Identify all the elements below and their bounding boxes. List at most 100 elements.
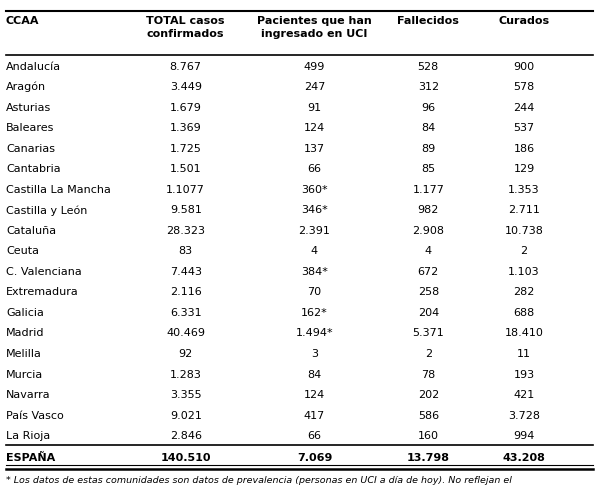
Text: 92: 92 — [179, 348, 193, 358]
Text: 537: 537 — [513, 123, 535, 133]
Text: 346*: 346* — [301, 205, 328, 215]
Text: 3: 3 — [311, 348, 318, 358]
Text: 900: 900 — [513, 61, 535, 71]
Text: 1.501: 1.501 — [170, 164, 201, 174]
Text: Canarias: Canarias — [6, 143, 55, 153]
Text: 994: 994 — [513, 430, 535, 440]
Text: 1.177: 1.177 — [412, 184, 444, 194]
Text: Baleares: Baleares — [6, 123, 55, 133]
Text: Aragón: Aragón — [6, 81, 46, 92]
Text: 578: 578 — [513, 82, 535, 92]
Text: 421: 421 — [513, 389, 535, 399]
Text: 1.353: 1.353 — [509, 184, 540, 194]
Text: Castilla La Mancha: Castilla La Mancha — [6, 184, 111, 194]
Text: Navarra: Navarra — [6, 389, 50, 399]
Text: Extremadura: Extremadura — [6, 287, 78, 297]
Text: 193: 193 — [513, 369, 535, 379]
Text: 202: 202 — [418, 389, 439, 399]
Text: 5.371: 5.371 — [412, 328, 444, 338]
Text: 688: 688 — [513, 307, 535, 317]
Text: 66: 66 — [307, 430, 322, 440]
Text: 13.798: 13.798 — [407, 452, 450, 462]
Text: 137: 137 — [304, 143, 325, 153]
Text: 672: 672 — [418, 266, 439, 276]
Text: 129: 129 — [513, 164, 535, 174]
Text: 43.208: 43.208 — [503, 452, 546, 462]
Text: 162*: 162* — [301, 307, 328, 317]
Text: 4: 4 — [425, 246, 432, 256]
Text: 2.908: 2.908 — [412, 225, 444, 235]
Text: Ceuta: Ceuta — [6, 246, 39, 256]
Text: 2.846: 2.846 — [170, 430, 202, 440]
Text: 1.725: 1.725 — [170, 143, 202, 153]
Text: 2.711: 2.711 — [508, 205, 540, 215]
Text: Andalucía: Andalucía — [6, 61, 61, 71]
Text: 140.510: 140.510 — [161, 452, 211, 462]
Text: C. Valenciana: C. Valenciana — [6, 266, 81, 276]
Text: 1.283: 1.283 — [170, 369, 202, 379]
Text: 312: 312 — [418, 82, 439, 92]
Text: 6.331: 6.331 — [170, 307, 201, 317]
Text: 9.021: 9.021 — [170, 410, 202, 420]
Text: La Rioja: La Rioja — [6, 430, 50, 440]
Text: 499: 499 — [304, 61, 325, 71]
Text: Galicia: Galicia — [6, 307, 44, 317]
Text: 1.103: 1.103 — [509, 266, 540, 276]
Text: 70: 70 — [307, 287, 322, 297]
Text: 7.443: 7.443 — [170, 266, 202, 276]
Text: 2.116: 2.116 — [170, 287, 202, 297]
Text: Castilla y León: Castilla y León — [6, 204, 87, 215]
Text: 85: 85 — [421, 164, 435, 174]
Text: Melilla: Melilla — [6, 348, 42, 358]
Text: 9.581: 9.581 — [170, 205, 202, 215]
Text: 1.679: 1.679 — [170, 102, 202, 112]
Text: 18.410: 18.410 — [505, 328, 543, 338]
Text: 282: 282 — [513, 287, 535, 297]
Text: 982: 982 — [418, 205, 439, 215]
Text: País Vasco: País Vasco — [6, 410, 63, 420]
Text: 3.449: 3.449 — [170, 82, 202, 92]
Text: CCAA: CCAA — [6, 16, 40, 26]
Text: Cantabria: Cantabria — [6, 164, 60, 174]
Text: 3.728: 3.728 — [508, 410, 540, 420]
Text: 124: 124 — [304, 123, 325, 133]
Text: 1.494*: 1.494* — [296, 328, 333, 338]
Text: 89: 89 — [421, 143, 435, 153]
Text: 417: 417 — [304, 410, 325, 420]
Text: Asturias: Asturias — [6, 102, 52, 112]
Text: 2.391: 2.391 — [298, 225, 331, 235]
Text: Curados: Curados — [498, 16, 550, 26]
Text: TOTAL casos
confirmados: TOTAL casos confirmados — [146, 16, 225, 39]
Text: 186: 186 — [513, 143, 535, 153]
Text: 3.355: 3.355 — [170, 389, 201, 399]
Text: 78: 78 — [421, 369, 435, 379]
Text: 66: 66 — [307, 164, 322, 174]
Text: 11: 11 — [517, 348, 531, 358]
Text: 1.369: 1.369 — [170, 123, 202, 133]
Text: Murcia: Murcia — [6, 369, 43, 379]
Text: 247: 247 — [304, 82, 325, 92]
Text: 160: 160 — [418, 430, 439, 440]
Text: Fallecidos: Fallecidos — [397, 16, 459, 26]
Text: 2: 2 — [425, 348, 432, 358]
Text: 84: 84 — [307, 369, 322, 379]
Text: Cataluña: Cataluña — [6, 225, 56, 235]
Text: 28.323: 28.323 — [166, 225, 205, 235]
Text: 124: 124 — [304, 389, 325, 399]
Text: Madrid: Madrid — [6, 328, 44, 338]
Text: 244: 244 — [513, 102, 535, 112]
Text: 360*: 360* — [301, 184, 328, 194]
Text: Pacientes que han
ingresado en UCI: Pacientes que han ingresado en UCI — [257, 16, 372, 39]
Text: 586: 586 — [418, 410, 439, 420]
Text: 8.767: 8.767 — [170, 61, 202, 71]
Text: 84: 84 — [421, 123, 435, 133]
Text: 528: 528 — [418, 61, 439, 71]
Text: 40.469: 40.469 — [166, 328, 205, 338]
Text: 204: 204 — [418, 307, 439, 317]
Text: 10.738: 10.738 — [505, 225, 543, 235]
Text: 7.069: 7.069 — [297, 452, 332, 462]
Text: ESPAÑA: ESPAÑA — [6, 452, 55, 462]
Text: 258: 258 — [418, 287, 439, 297]
Text: 4: 4 — [311, 246, 318, 256]
Text: 384*: 384* — [301, 266, 328, 276]
